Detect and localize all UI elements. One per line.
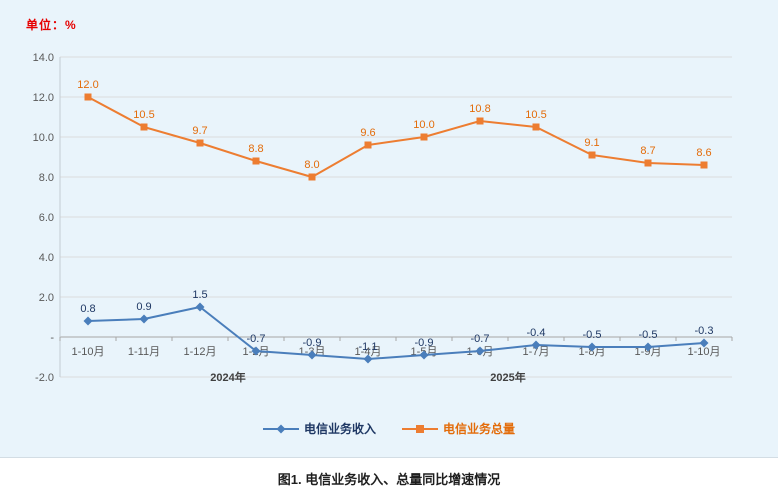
revenue-value-label: -0.9 xyxy=(415,337,434,349)
y-axis-tick-label: 4.0 xyxy=(39,252,54,264)
line-chart: 14.0 12.0 10.0 8.0 6.0 4.0 2.0 - -2.0 1-10月 1-11月 1… xyxy=(33,52,733,384)
volume-marker xyxy=(532,123,540,131)
legend-item-volume: 电信业务总量 xyxy=(402,420,515,437)
volume-marker xyxy=(476,117,484,125)
revenue-marker xyxy=(587,342,597,352)
volume-value-label: 8.0 xyxy=(304,159,319,171)
revenue-marker xyxy=(251,346,261,356)
revenue-marker xyxy=(475,346,485,356)
y-axis-tick-label: 8.0 xyxy=(39,172,54,184)
volume-value-label: 10.0 xyxy=(413,119,434,131)
volume-marker xyxy=(420,133,428,141)
volume-marker xyxy=(644,159,652,167)
revenue-value-label: -0.9 xyxy=(303,337,322,349)
x-axis-label: 1-8月 xyxy=(579,346,606,358)
volume-line-marker-icon xyxy=(402,424,438,433)
volume-value-label: 10.5 xyxy=(525,109,546,121)
legend-label-volume: 电信业务总量 xyxy=(443,422,516,436)
year-label: 2025年 xyxy=(490,370,525,384)
volume-value-label: 9.6 xyxy=(360,127,375,139)
revenue-marker xyxy=(643,342,653,352)
revenue-marker xyxy=(307,350,317,360)
legend: 电信业务收入 电信业务总量 xyxy=(0,420,778,437)
volume-marker xyxy=(252,157,260,165)
x-axis-label: 1-10月 xyxy=(71,346,104,358)
chart-panel: 单位：% 14.0 12.0 10.0 8.0 6.0 4.0 2.0- -2.0 1-10月 1… xyxy=(0,0,778,458)
volume-marker xyxy=(140,123,148,131)
y-axis-tick-label: -2.0 xyxy=(35,372,54,384)
volume-value-label: 8.6 xyxy=(696,147,711,159)
volume-marker xyxy=(308,173,316,181)
x-axis-label: 1-4月 xyxy=(355,346,382,358)
y-axis-tick-label: - xyxy=(50,332,54,344)
revenue-marker xyxy=(139,314,149,324)
revenue-value-label: -1.1 xyxy=(359,341,378,353)
x-axis-label: 1-10月 xyxy=(687,346,720,358)
revenue-marker xyxy=(195,302,205,312)
volume-marker xyxy=(196,139,204,147)
y-axis-tick-label: 2.0 xyxy=(39,292,54,304)
year-label: 2024年 xyxy=(210,370,245,384)
volume-value-label: 8.7 xyxy=(640,145,655,157)
volume-marker xyxy=(700,161,708,169)
volume-value-label: 10.8 xyxy=(469,103,490,115)
unit-label: 单位：% xyxy=(26,18,77,32)
y-axis-tick-label: 10.0 xyxy=(33,132,54,144)
legend-item-revenue: 电信业务收入 xyxy=(262,420,376,437)
revenue-value-label: 1.5 xyxy=(192,289,207,301)
volume-marker xyxy=(588,151,596,159)
revenue-line xyxy=(87,306,705,360)
y-axis-tick-label: 14.0 xyxy=(33,52,54,64)
x-axis-label: 1-7月 xyxy=(523,346,550,358)
y-axis-tick-label: 12.0 xyxy=(33,92,54,104)
volume-value-label: 9.7 xyxy=(192,125,207,137)
x-axis-label: 1-11月 xyxy=(128,346,160,358)
revenue-line-marker-icon xyxy=(262,424,299,433)
legend-label-revenue: 电信业务收入 xyxy=(303,422,376,436)
revenue-marker xyxy=(699,338,709,348)
revenue-marker xyxy=(83,316,93,326)
figure-caption: 图1. 电信业务收入、总量同比增速情况 xyxy=(277,472,501,487)
volume-value-label: 9.1 xyxy=(584,137,599,149)
volume-value-label: 10.5 xyxy=(133,109,154,121)
volume-marker xyxy=(84,93,92,101)
revenue-value-label: -0.7 xyxy=(471,333,490,345)
revenue-marker xyxy=(419,350,429,360)
volume-value-label: 12.0 xyxy=(77,79,98,91)
revenue-value-label: -0.5 xyxy=(639,329,658,341)
revenue-value-label: -0.4 xyxy=(527,327,546,339)
volume-marker xyxy=(364,141,372,149)
revenue-marker xyxy=(531,340,541,350)
x-axis-label: 1-9月 xyxy=(635,346,662,358)
revenue-value-label: 0.8 xyxy=(80,303,95,315)
x-axis-label: 1-12月 xyxy=(183,346,216,358)
revenue-value-label: 0.9 xyxy=(136,301,151,313)
revenue-value-label: -0.3 xyxy=(695,325,714,337)
revenue-marker xyxy=(363,354,373,364)
volume-line xyxy=(87,96,705,178)
revenue-value-label: -0.5 xyxy=(583,329,602,341)
revenue-value-label: -0.7 xyxy=(247,333,266,345)
volume-value-label: 8.8 xyxy=(248,143,263,155)
y-axis-tick-label: 6.0 xyxy=(39,212,54,224)
